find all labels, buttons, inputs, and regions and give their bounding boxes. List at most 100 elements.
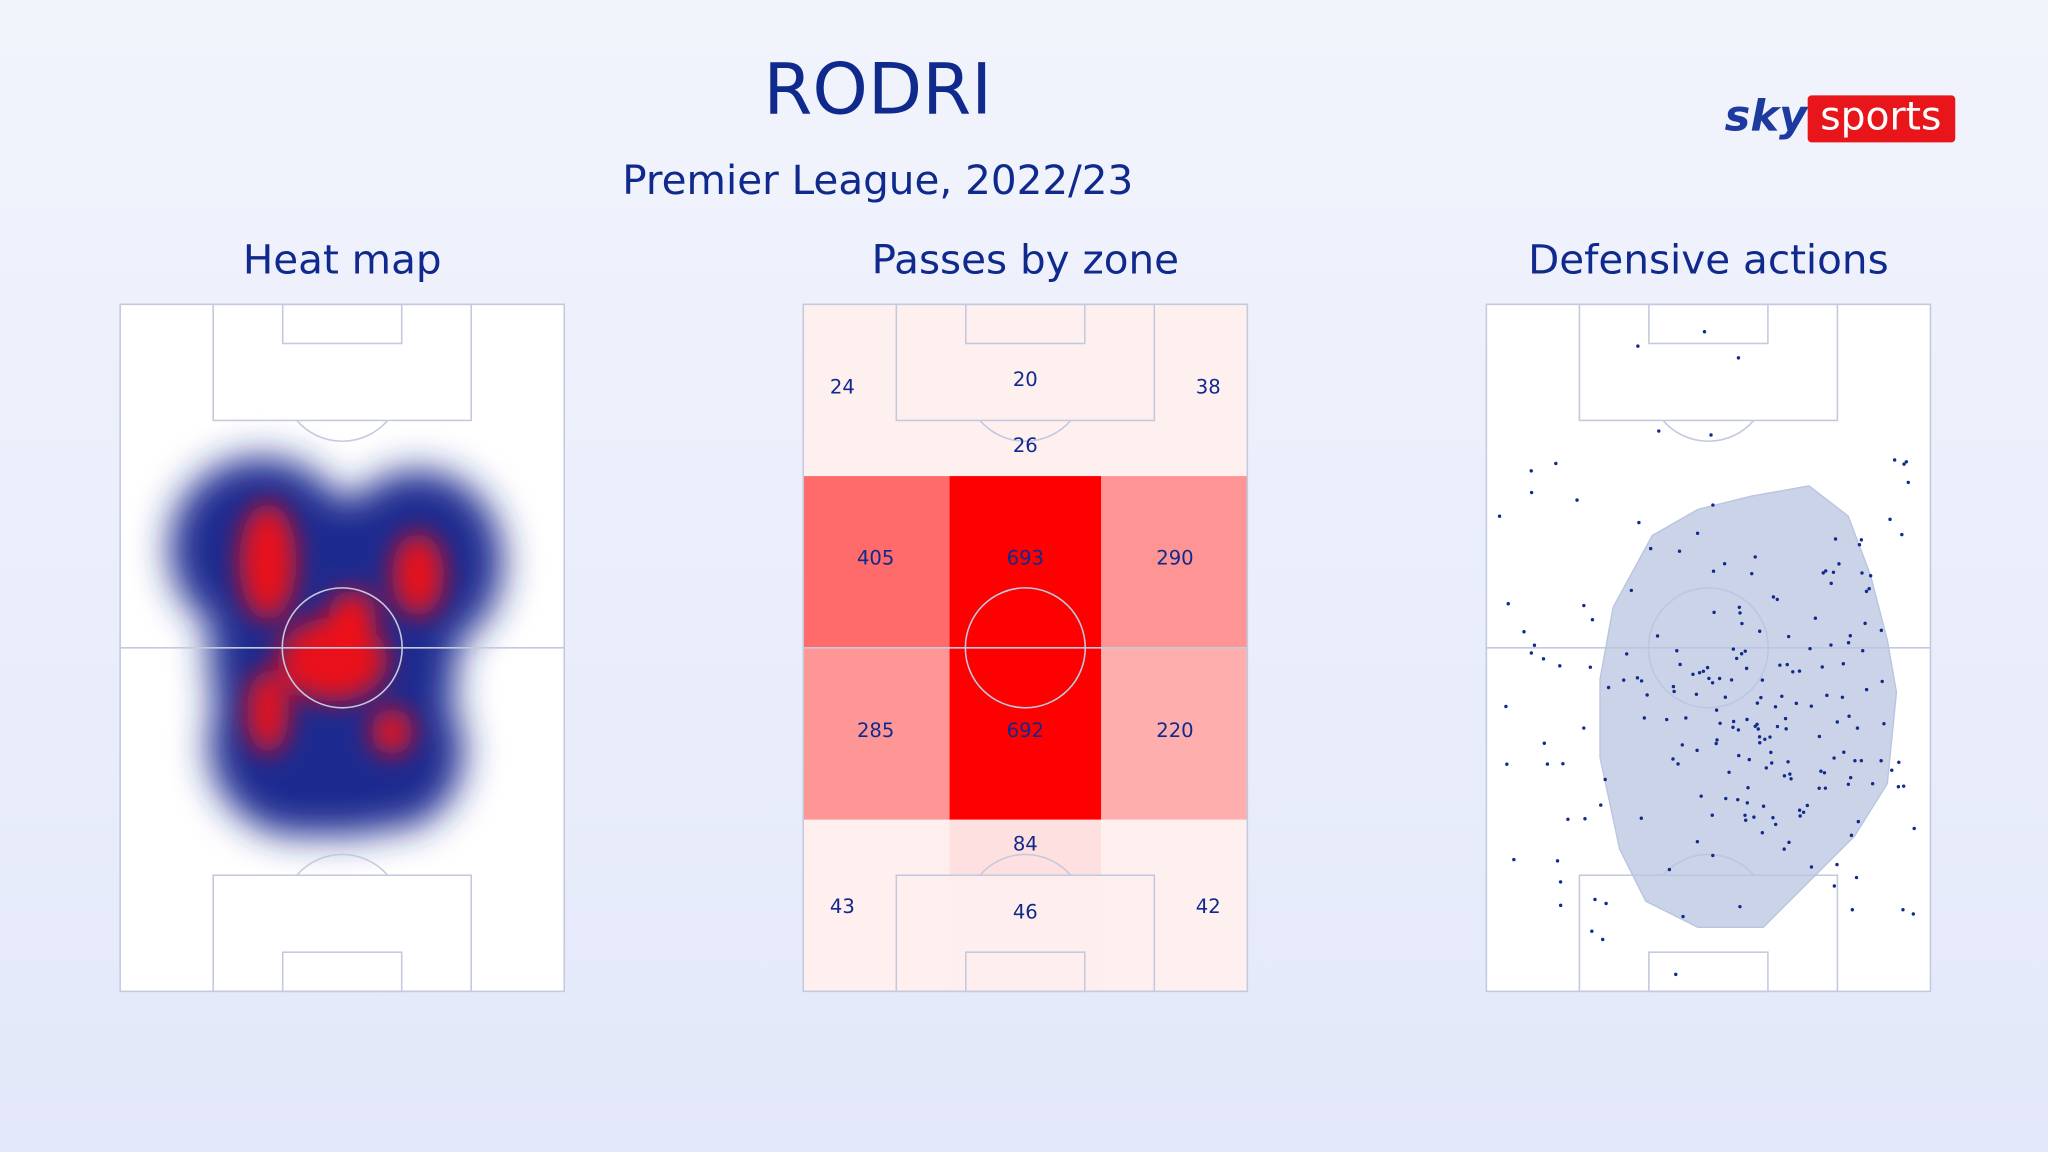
action-dot [1771, 595, 1776, 599]
zone-label: 26 [1013, 434, 1038, 457]
logo-box [1807, 95, 1956, 143]
action-dot [1734, 656, 1739, 661]
zone [1101, 647, 1248, 820]
action-dot [1593, 897, 1597, 902]
action-dot [1797, 669, 1802, 673]
action-dot [1639, 816, 1643, 820]
action-dot [1701, 669, 1706, 673]
action-dot [1819, 769, 1823, 773]
action-dot [1604, 901, 1608, 906]
action-dot [1847, 714, 1851, 718]
action-dot [1737, 605, 1742, 610]
action-dot [1829, 643, 1833, 647]
action-dot [1864, 589, 1869, 594]
action-dot [1637, 520, 1641, 525]
action-dot [1740, 621, 1744, 626]
action-dot [1729, 678, 1734, 682]
action-dot [1853, 759, 1857, 763]
action-dot [1699, 794, 1703, 798]
action-dot [1835, 720, 1839, 724]
action-dot [1705, 665, 1710, 670]
zone-label: 43 [830, 895, 855, 918]
action-dot [1655, 634, 1660, 638]
six-yard-box [1648, 303, 1769, 345]
action-dot [1680, 743, 1684, 747]
panel-title: Passes by zone [872, 236, 1179, 284]
zone [1101, 476, 1248, 648]
action-dot [1809, 865, 1814, 869]
action-dot [1731, 719, 1736, 724]
zone-label: 46 [1013, 901, 1038, 924]
action-dot [1711, 503, 1715, 507]
zone-label: 285 [857, 719, 894, 742]
action-dot [1850, 908, 1855, 912]
action-dot [1854, 875, 1859, 880]
action-dot [1846, 782, 1851, 786]
action-dot [1897, 760, 1901, 764]
action-dot [1645, 693, 1649, 697]
action-dot [1823, 786, 1828, 790]
title: RODRI [763, 49, 992, 131]
heat-blob [239, 502, 297, 621]
heat-blob [391, 532, 445, 617]
zone [949, 647, 1102, 820]
action-dot [1758, 741, 1762, 745]
action-dot [1760, 678, 1765, 682]
action-dot [1583, 817, 1587, 821]
zone-label: 290 [1156, 547, 1193, 570]
action-dot [1867, 586, 1871, 591]
action-dot [1676, 762, 1680, 766]
action-dot [1848, 775, 1853, 780]
action-dot [1768, 735, 1772, 739]
action-dot [1532, 643, 1537, 647]
action-dot [1497, 514, 1502, 518]
action-dot [1798, 814, 1802, 818]
action-dot [1906, 480, 1910, 485]
action-dot [1797, 808, 1802, 812]
action-dot [1784, 727, 1788, 731]
action-dot [1717, 676, 1722, 681]
action-dot [1710, 813, 1714, 817]
action-dot [1780, 694, 1784, 698]
action-dot [1601, 937, 1605, 942]
action-dot [1783, 716, 1788, 721]
action-dot [1707, 676, 1711, 681]
action-dot [1753, 555, 1757, 559]
action-dot [1635, 676, 1640, 680]
zone [949, 875, 1102, 992]
action-dot [1545, 762, 1550, 766]
zone-label: 693 [1007, 547, 1044, 570]
action-dot [1835, 862, 1839, 867]
action-dot [1756, 727, 1760, 731]
action-dot [1603, 777, 1607, 782]
zone [949, 304, 1102, 421]
action-dot [1736, 797, 1740, 802]
action-dot [1671, 757, 1675, 761]
heat-map-panel [119, 303, 566, 993]
action-dot [1817, 734, 1822, 739]
action-dot [1912, 826, 1916, 831]
action-dot [1558, 664, 1562, 668]
action-dot [1801, 810, 1806, 814]
heat-blobs [169, 457, 503, 836]
action-dot [1743, 649, 1747, 653]
penalty-arc [979, 853, 1072, 876]
action-dot [1541, 657, 1546, 661]
action-dot [1868, 574, 1873, 578]
action-dot [1870, 782, 1875, 786]
action-dot [1849, 833, 1854, 838]
zone-label: 42 [1196, 895, 1221, 918]
action-dot [1736, 356, 1741, 360]
action-dot [1606, 685, 1611, 690]
action-dot [1901, 784, 1906, 788]
action-dot [1512, 857, 1516, 862]
action-dot [1859, 538, 1864, 542]
penalty-arc [296, 419, 389, 443]
action-dot [1723, 695, 1728, 699]
subtitle: Premier League, 2022/23 [622, 156, 1133, 204]
action-dot [1745, 717, 1749, 722]
action-dot [1855, 726, 1860, 730]
action-dot [1588, 665, 1593, 669]
action-dot [1750, 571, 1754, 576]
